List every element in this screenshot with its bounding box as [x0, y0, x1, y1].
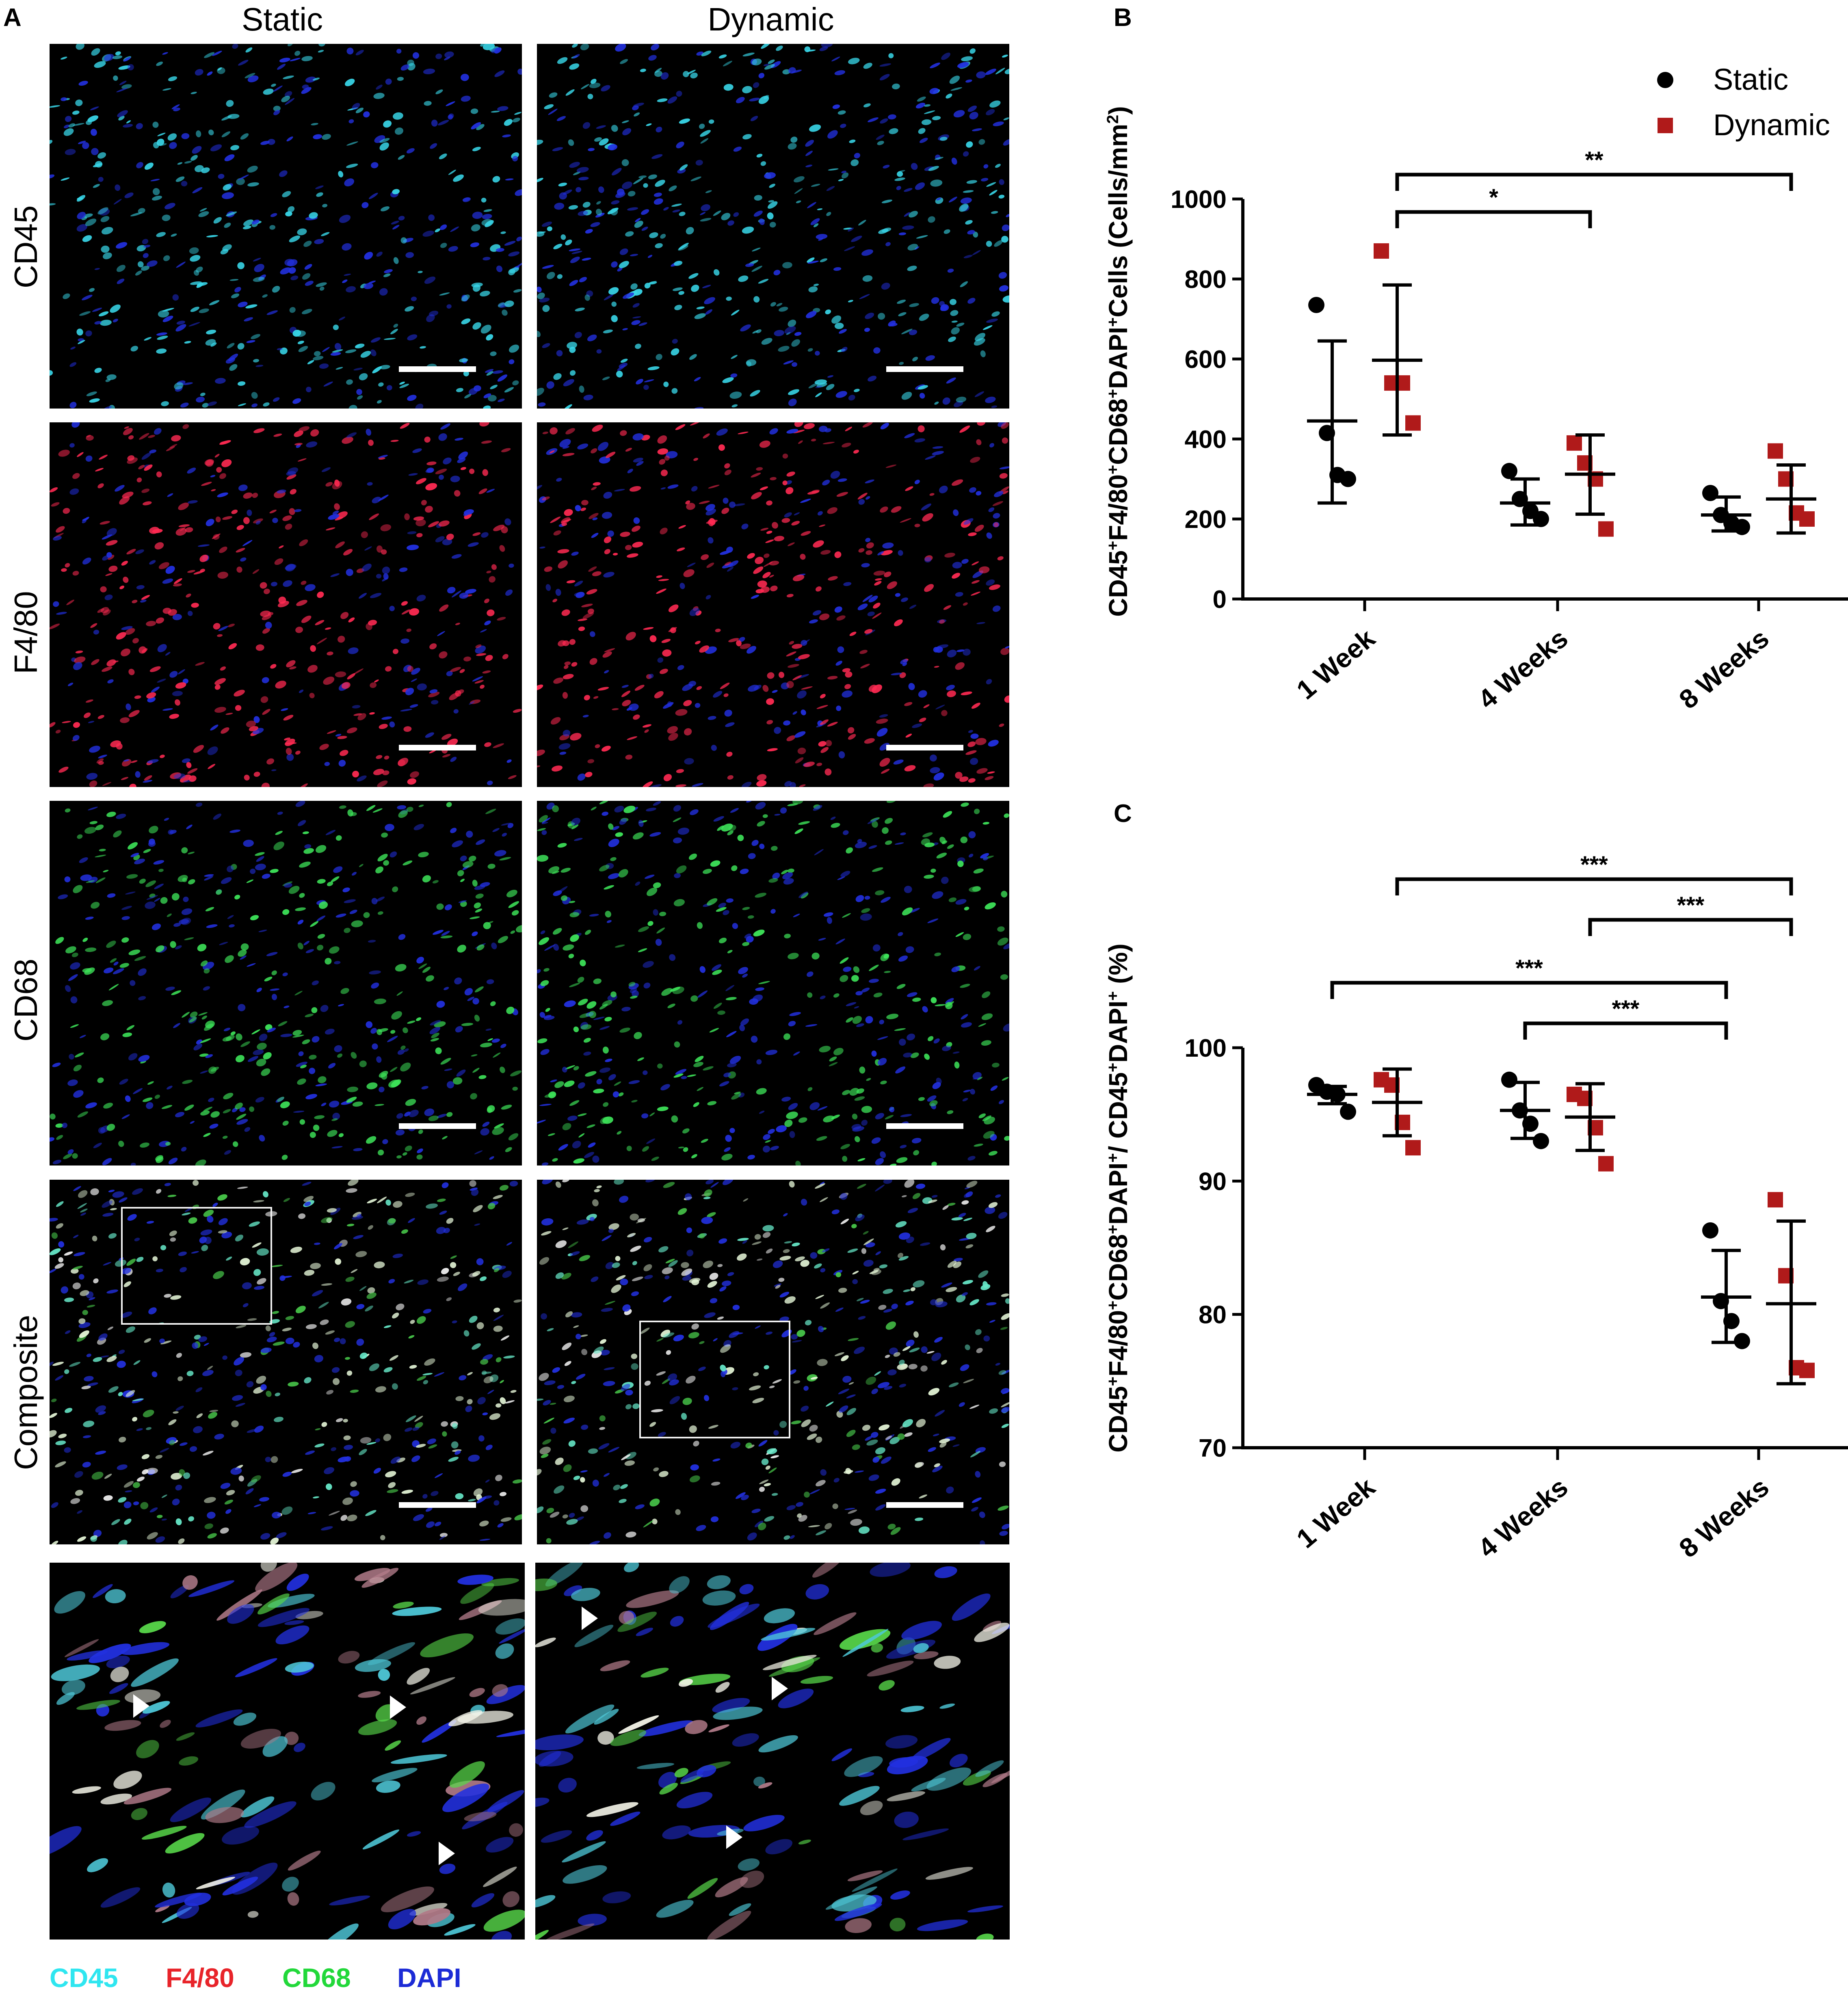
y-tick-label: 80	[1199, 1301, 1227, 1329]
significance-label: ***	[1515, 955, 1543, 982]
panel-c-letter: C	[1114, 800, 1132, 828]
data-point-dynamic	[1598, 521, 1614, 537]
data-point-static	[1501, 1071, 1517, 1088]
y-tick-label: 0	[1213, 586, 1227, 614]
column-header-static: Static	[241, 1, 323, 37]
arrowhead-markers	[133, 1607, 788, 1865]
data-point-static	[1340, 471, 1356, 487]
y-tick-label: 600	[1185, 346, 1227, 374]
y-tick-label: 90	[1199, 1168, 1227, 1196]
arrowhead-icon	[133, 1694, 149, 1718]
x-tick-label: 1 Week	[1291, 623, 1381, 705]
significance-label: **	[1585, 147, 1603, 173]
significance-bracket	[1330, 981, 1728, 999]
scale-bar	[886, 366, 963, 372]
scale-bar	[399, 366, 476, 372]
significance-bracket	[1395, 877, 1793, 895]
significance-label: ***	[1612, 996, 1640, 1022]
legend-marker-dynamic	[1658, 118, 1673, 133]
data-point-dynamic	[1768, 1192, 1783, 1208]
micrograph-static-cd45	[50, 44, 522, 409]
chart-b: 0 200 400 600 800 1000 1 Week 4 Weeks 8 Weeks CD4…	[1104, 63, 1848, 715]
x-tick-label: 4 Weeks	[1472, 623, 1573, 715]
data-point-static	[1340, 1103, 1356, 1120]
data-point-dynamic	[1405, 415, 1421, 431]
scale-bar	[399, 745, 476, 750]
y-tick-label: 400	[1185, 426, 1227, 454]
y-tick-label: 100	[1185, 1034, 1227, 1062]
data-point-static	[1702, 484, 1718, 501]
data-point-dynamic	[1768, 443, 1783, 459]
data-point-static	[1734, 1333, 1750, 1349]
column-header-dynamic: Dynamic	[708, 1, 834, 37]
micrograph-static-zoom	[50, 1563, 525, 1940]
region-of-interest-box	[639, 1321, 790, 1438]
data-point-static	[1533, 511, 1549, 527]
y-tick-label: 70	[1199, 1434, 1227, 1462]
data-point-dynamic	[1374, 243, 1389, 259]
significance-bracket	[1523, 1021, 1728, 1040]
data-point-static	[1501, 463, 1517, 479]
arrowhead-icon	[390, 1695, 406, 1719]
arrowhead-icon	[582, 1607, 598, 1630]
significance-label: ***	[1580, 852, 1608, 878]
scale-bar	[399, 1123, 476, 1129]
arrowhead-icon	[726, 1825, 742, 1849]
data-point-static	[1702, 1222, 1718, 1239]
y-axis-label: CD45+F4/80+CD68+DAPI+/ CD45+DAPI+ (%)	[1104, 943, 1133, 1452]
data-point-dynamic	[1405, 1140, 1421, 1156]
data-point-static	[1308, 297, 1324, 314]
significance-bracket	[1395, 210, 1592, 228]
channel-legend-f480: F4/80	[166, 1963, 234, 1993]
significance-label: ***	[1677, 892, 1705, 919]
scale-bar	[886, 745, 963, 750]
data-point-static	[1533, 1133, 1549, 1149]
significance-bracket	[1395, 173, 1793, 191]
x-tick-label: 8 Weeks	[1673, 623, 1774, 715]
micrograph-dynamic-cd45	[537, 44, 1009, 409]
scale-bar	[886, 1123, 963, 1129]
significance-bracket	[1588, 918, 1793, 936]
channel-legend-cd68: CD68	[282, 1963, 351, 1993]
panel-a-letter: A	[3, 4, 22, 32]
micrograph-static-f480	[50, 422, 522, 787]
micrograph-dynamic-zoom	[535, 1563, 1010, 1940]
x-tick-label: 4 Weeks	[1472, 1472, 1573, 1563]
legend-label: Static	[1713, 63, 1788, 96]
channel-legend-dapi: DAPI	[397, 1963, 461, 1993]
data-point-dynamic	[1598, 1156, 1614, 1172]
data-point-dynamic	[1567, 435, 1582, 451]
x-tick-label: 1 Week	[1291, 1472, 1381, 1554]
arrowhead-icon	[772, 1677, 788, 1700]
legend-marker-static	[1657, 72, 1673, 88]
y-tick-label: 800	[1185, 266, 1227, 294]
micrograph-static-composite	[50, 1180, 522, 1544]
data-point-dynamic	[1799, 1362, 1815, 1378]
micrograph-dynamic-cd68	[537, 801, 1009, 1166]
scale-bar	[399, 1502, 476, 1508]
y-tick-label: 1000	[1171, 186, 1227, 214]
micrograph-dynamic-f480	[537, 422, 1009, 787]
y-axis-label: CD45+F4/80+CD68+DAPI+Cells (Cells/mm2)	[1104, 106, 1133, 616]
panel-b-letter: B	[1114, 4, 1132, 32]
micrograph-dynamic-composite	[537, 1180, 1009, 1544]
significance-label: *	[1489, 184, 1498, 211]
y-tick-label: 200	[1185, 506, 1227, 534]
x-tick-label: 8 Weeks	[1673, 1472, 1774, 1563]
chart-c: 70 80 90 100 1 Week 4 Weeks 8 Weeks CD45+F4/80+…	[1104, 852, 1848, 1563]
data-point-dynamic	[1799, 511, 1815, 527]
arrowhead-icon	[439, 1842, 455, 1865]
data-point-static	[1734, 519, 1750, 535]
scale-bar	[886, 1502, 963, 1508]
legend-label: Dynamic	[1713, 108, 1830, 142]
channel-legend-cd45: CD45	[50, 1963, 118, 1993]
micrograph-static-cd68	[50, 801, 522, 1166]
region-of-interest-box	[121, 1207, 272, 1325]
